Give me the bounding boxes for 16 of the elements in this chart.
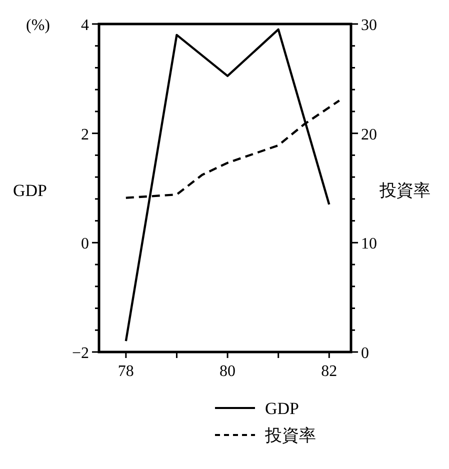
y-tick: 4 [81,17,89,34]
y2label: 投資率 [380,181,430,200]
y2-tick: 10 [361,236,377,253]
y-tick: 0 [81,236,89,253]
x-tick: 80 [220,363,236,380]
x-tick: 82 [321,363,338,380]
y2-tick: 20 [361,126,377,144]
legend-text: 投資率 [265,426,316,445]
y2-tick: 30 [361,17,377,34]
y-tick: 2 [81,126,89,144]
y-tick: −2 [72,345,89,362]
y2-tick: 0 [361,345,369,362]
annotation: (%) [26,17,50,34]
x-tick: 78 [118,363,134,380]
legend-text: GDP [265,399,300,418]
ylabel: GDP [13,181,47,200]
